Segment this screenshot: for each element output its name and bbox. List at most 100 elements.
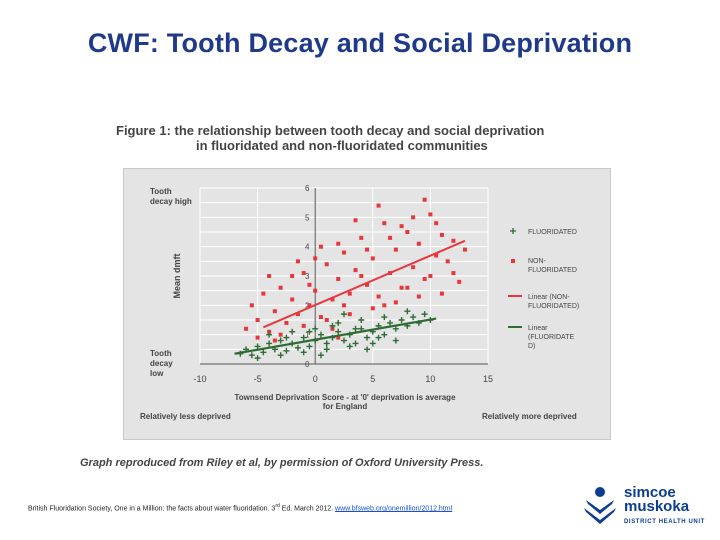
source-link[interactable]: www.bfsweb.org/onemillion/2012.html bbox=[335, 505, 453, 513]
legend-label-linear-fluoridated-3: D) bbox=[528, 343, 535, 350]
data-point-non-fluoridated bbox=[422, 197, 427, 202]
data-point-fluoridated bbox=[375, 334, 382, 341]
data-point-non-fluoridated bbox=[405, 285, 410, 290]
slide-title: CWF: Tooth Decay and Social Deprivation bbox=[87, 28, 633, 58]
y-tick-label: 0 bbox=[305, 360, 310, 369]
data-point-non-fluoridated bbox=[290, 274, 295, 278]
data-point-non-fluoridated bbox=[244, 326, 249, 331]
y-axis-label: Mean dmft bbox=[172, 253, 182, 298]
data-point-fluoridated bbox=[381, 331, 388, 338]
legend-label-non-fluoridated-1: NON- bbox=[528, 258, 547, 265]
data-point-fluoridated bbox=[352, 325, 359, 332]
figure-caption: Graph reproduced from Riley et al, by pe… bbox=[80, 457, 484, 469]
data-point-non-fluoridated bbox=[324, 318, 329, 322]
data-point-non-fluoridated bbox=[313, 256, 318, 261]
y-tick-label: 4 bbox=[305, 243, 310, 252]
data-point-non-fluoridated bbox=[347, 291, 352, 296]
data-point-non-fluoridated bbox=[342, 250, 346, 255]
data-point-fluoridated bbox=[306, 328, 313, 335]
legend-label-non-fluoridated-2: FLUORIDATED bbox=[528, 267, 577, 274]
data-point-non-fluoridated bbox=[382, 221, 387, 226]
data-point-fluoridated bbox=[364, 334, 371, 341]
data-point-non-fluoridated bbox=[439, 291, 444, 296]
logo-subtitle: DISTRICT HEALTH UNIT bbox=[624, 519, 705, 525]
y-tick-label: 1 bbox=[305, 331, 310, 340]
data-point-fluoridated bbox=[392, 337, 399, 344]
data-point-non-fluoridated bbox=[399, 224, 404, 229]
data-point-fluoridated bbox=[392, 325, 399, 332]
data-point-non-fluoridated bbox=[393, 247, 398, 252]
data-point-fluoridated bbox=[254, 343, 261, 350]
data-point-non-fluoridated bbox=[457, 279, 462, 284]
data-point-non-fluoridated bbox=[422, 276, 427, 281]
y-tick-label: 3 bbox=[305, 272, 310, 281]
data-point-fluoridated bbox=[323, 340, 330, 347]
figure-title-line1: Figure 1: the relationship between tooth… bbox=[116, 123, 545, 138]
data-point-fluoridated bbox=[335, 328, 342, 335]
x-axis-label-line2: for England bbox=[323, 402, 368, 411]
data-point-fluoridated bbox=[289, 328, 296, 335]
annotation-more-deprived: Relatively more deprived bbox=[482, 412, 577, 421]
data-point-non-fluoridated bbox=[428, 274, 433, 278]
data-point-fluoridated bbox=[283, 347, 290, 354]
data-point-fluoridated bbox=[283, 334, 290, 341]
annotation-decay-low-3: low bbox=[150, 369, 164, 378]
trend-line-fluoridated bbox=[234, 317, 437, 355]
data-point-non-fluoridated bbox=[318, 244, 323, 249]
data-point-non-fluoridated bbox=[290, 297, 295, 302]
data-point-non-fluoridated bbox=[336, 335, 341, 340]
data-point-non-fluoridated bbox=[301, 323, 306, 328]
data-point-non-fluoridated bbox=[295, 259, 300, 264]
data-point-fluoridated bbox=[398, 317, 405, 323]
data-point-non-fluoridated bbox=[388, 235, 393, 240]
data-point-non-fluoridated bbox=[336, 241, 341, 246]
data-point-fluoridated bbox=[404, 308, 411, 315]
legend-label-linear-fluoridated-2: (FLUORIDATE bbox=[528, 334, 574, 341]
data-point-non-fluoridated bbox=[439, 232, 444, 237]
legend-marker-non-fluoridated bbox=[511, 259, 515, 263]
data-point-non-fluoridated bbox=[318, 315, 323, 320]
data-point-non-fluoridated bbox=[255, 335, 260, 340]
figure-title-line2: in fluoridated and non-fluoridated commu… bbox=[196, 138, 488, 153]
data-point-fluoridated bbox=[266, 331, 273, 338]
data-point-fluoridated bbox=[341, 311, 347, 318]
data-point-non-fluoridated bbox=[272, 309, 277, 314]
data-point-non-fluoridated bbox=[365, 282, 370, 287]
legend-marker-fluoridated bbox=[510, 228, 516, 234]
data-point-non-fluoridated bbox=[324, 262, 329, 267]
data-point-non-fluoridated bbox=[382, 303, 387, 308]
data-point-fluoridated bbox=[335, 319, 342, 326]
x-tick-label: -5 bbox=[254, 374, 262, 384]
data-point-fluoridated bbox=[294, 344, 301, 351]
data-point-fluoridated bbox=[421, 311, 428, 318]
plot-frame bbox=[123, 168, 611, 440]
data-point-non-fluoridated bbox=[370, 306, 375, 311]
data-point-fluoridated bbox=[323, 346, 330, 353]
data-point-non-fluoridated bbox=[451, 271, 456, 276]
data-point-fluoridated bbox=[266, 340, 273, 347]
health-unit-logo-icon bbox=[584, 487, 616, 524]
annotation-decay-high-1: Tooth bbox=[150, 187, 172, 196]
data-point-non-fluoridated bbox=[462, 247, 467, 252]
y-tick-label: 5 bbox=[305, 213, 310, 222]
data-point-non-fluoridated bbox=[284, 320, 289, 325]
data-point-fluoridated bbox=[329, 322, 336, 329]
data-point-non-fluoridated bbox=[295, 312, 300, 317]
figure-title: Figure 1: the relationship between tooth… bbox=[116, 123, 636, 153]
data-point-non-fluoridated bbox=[353, 218, 358, 223]
source-citation: British Fluoridation Society, One in a M… bbox=[28, 503, 568, 512]
data-point-non-fluoridated bbox=[267, 274, 272, 278]
data-point-fluoridated bbox=[277, 352, 284, 359]
data-point-fluoridated bbox=[358, 317, 365, 323]
data-point-non-fluoridated bbox=[365, 247, 370, 252]
data-point-fluoridated bbox=[300, 349, 307, 356]
data-point-fluoridated bbox=[254, 355, 261, 362]
data-point-non-fluoridated bbox=[393, 300, 398, 305]
legend-label-linear-non-fluoridated-2: FLUORIDATED) bbox=[528, 303, 579, 310]
data-point-non-fluoridated bbox=[359, 235, 364, 240]
trend-line-non-fluoridated bbox=[262, 239, 466, 329]
x-tick-label: -10 bbox=[193, 374, 206, 384]
x-tick-label: 15 bbox=[483, 374, 493, 384]
legend-label-fluoridated: FLUORIDATED bbox=[528, 229, 577, 236]
